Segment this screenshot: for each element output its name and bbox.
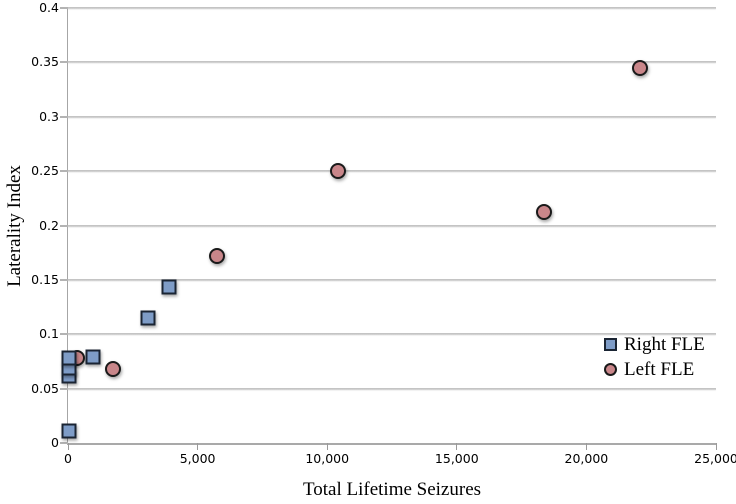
gridline <box>68 224 716 227</box>
y-tick-label: 0.35 <box>31 54 59 70</box>
y-tick-label: 0.25 <box>31 163 59 179</box>
data-point-left-fle <box>329 163 346 180</box>
data-point-right-fle <box>161 279 177 295</box>
legend-label-right-fle: Right FLE <box>624 333 705 355</box>
gridline <box>68 278 716 281</box>
y-tick-label: 0.1 <box>39 326 59 342</box>
x-axis-tick <box>326 443 328 450</box>
gridline <box>68 115 716 118</box>
x-tick-label: 5,000 <box>179 451 216 466</box>
data-point-left-fle <box>105 361 122 378</box>
y-tick-label: 0.2 <box>39 217 59 233</box>
left-fle-circle-icon <box>604 363 617 376</box>
legend-label-left-fle: Left FLE <box>624 358 695 380</box>
data-point-left-fle <box>631 59 648 76</box>
x-axis-tick <box>456 443 458 450</box>
x-axis-tick <box>67 443 69 450</box>
y-tick-label: 0.3 <box>39 108 59 124</box>
y-axis-tick <box>60 61 68 64</box>
legend: Right FLE Left FLE <box>604 332 705 382</box>
y-axis-tick <box>60 224 68 227</box>
y-tick-label: 0 <box>51 435 59 450</box>
y-tick-label: 0.4 <box>39 0 59 15</box>
y-tick-label: 0.15 <box>31 271 59 287</box>
data-point-right-fle <box>61 350 77 366</box>
y-axis-tick <box>60 115 68 118</box>
legend-item-left-fle: Left FLE <box>604 357 705 382</box>
gridline <box>68 170 716 173</box>
right-fle-square-icon <box>604 338 617 351</box>
plot-area <box>60 7 717 450</box>
x-tick-label: 10,000 <box>305 451 350 466</box>
data-point-right-fle <box>85 349 101 365</box>
x-tick-label: 15,000 <box>434 451 479 466</box>
y-axis-tick <box>60 333 68 336</box>
x-axis-tick <box>197 443 199 450</box>
gridline <box>68 7 716 9</box>
data-point-right-fle <box>140 310 156 326</box>
gridline <box>68 387 716 390</box>
x-tick-label: 25,000 <box>694 451 736 466</box>
y-axis-tick <box>60 278 68 281</box>
y-axis-tick <box>60 170 68 173</box>
y-axis-tick <box>60 7 68 9</box>
y-axis-tick <box>60 442 68 444</box>
gridline <box>68 61 716 64</box>
y-tick-label: 0.05 <box>31 380 59 396</box>
x-tick-label: 0 <box>64 451 72 466</box>
gridline <box>68 333 716 336</box>
data-point-right-fle <box>61 423 77 439</box>
y-axis-tick <box>60 387 68 390</box>
x-axis-title: Total Lifetime Seizures <box>302 479 482 500</box>
legend-item-right-fle: Right FLE <box>604 332 705 357</box>
data-point-left-fle <box>535 204 552 221</box>
data-point-left-fle <box>209 247 226 264</box>
x-axis-tick <box>715 443 717 450</box>
x-axis-tick <box>585 443 587 450</box>
x-tick-label: 20,000 <box>564 451 609 466</box>
